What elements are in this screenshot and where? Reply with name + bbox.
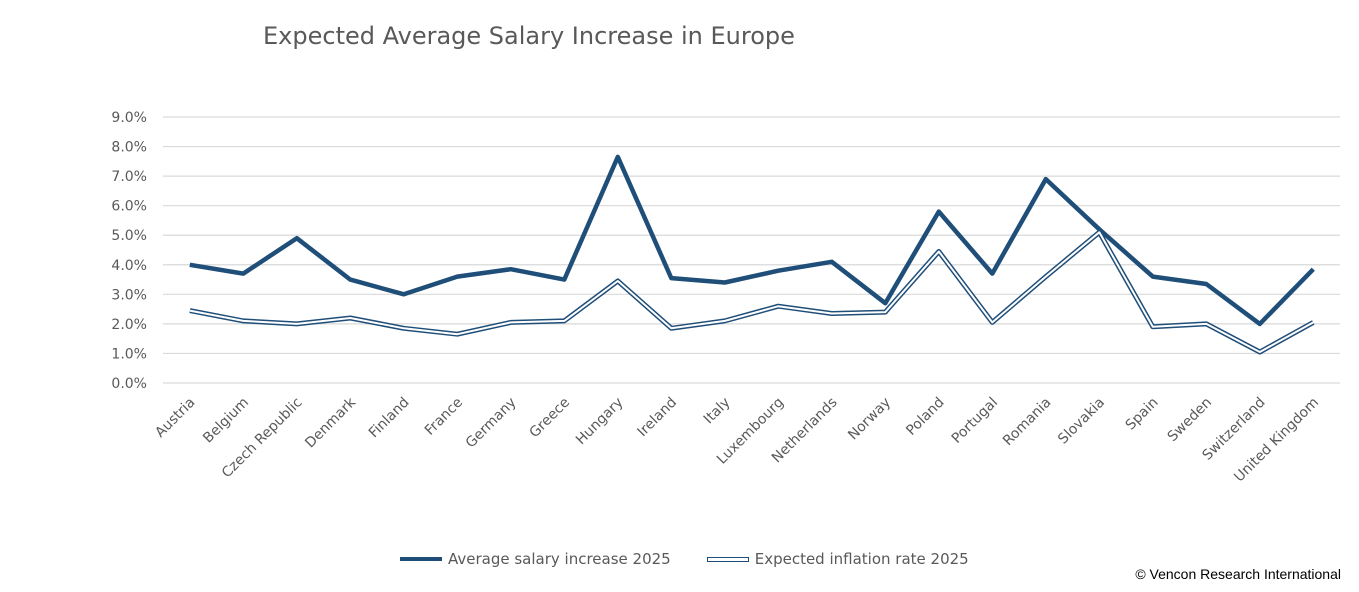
data-point (616, 155, 620, 159)
x-tick-label: France (422, 395, 466, 439)
y-tick-label: 1.0% (111, 346, 147, 362)
data-point (1044, 177, 1048, 181)
chart-title: Expected Average Salary Increase in Euro… (263, 22, 795, 50)
data-point (1097, 230, 1101, 234)
x-tick-label: Denmark (302, 394, 359, 451)
data-point (616, 279, 620, 283)
legend-item-inflation: Expected inflation rate 2025 (706, 550, 969, 568)
legend-item-salary: Average salary increase 2025 (400, 550, 671, 568)
data-point (1204, 282, 1208, 286)
series-line-outer (189, 229, 1315, 355)
series-inflation-rate (188, 229, 1315, 355)
x-tick-label: Hungary (573, 395, 627, 449)
legend-swatch-inflation (706, 556, 749, 562)
data-point (509, 267, 513, 271)
series-line-inner (189, 231, 1314, 353)
y-tick-label: 6.0% (111, 199, 147, 215)
y-tick-label: 7.0% (111, 169, 147, 185)
x-tick-label: Norway (845, 395, 894, 444)
y-tick-label: 4.0% (111, 258, 147, 274)
data-point (455, 332, 459, 336)
data-point (295, 322, 299, 326)
data-point (562, 278, 566, 282)
data-point (937, 210, 941, 214)
legend-swatch-salary (400, 557, 442, 561)
x-tick-label: Sweden (1165, 395, 1215, 445)
series-salary-increase (188, 154, 1315, 327)
data-point (937, 249, 941, 253)
series-line (189, 154, 1315, 327)
data-point (1044, 275, 1048, 279)
legend-label-inflation: Expected inflation rate 2025 (754, 550, 969, 568)
x-tick-label: Portugal (949, 395, 1001, 447)
series-lines (188, 154, 1315, 355)
x-tick-label: Poland (903, 395, 947, 439)
x-tick-label: Slovakia (1055, 395, 1108, 448)
x-tick-label: Austria (152, 395, 198, 441)
data-point (883, 301, 887, 305)
data-point (723, 319, 727, 323)
y-tick-label: 9.0% (111, 110, 147, 126)
x-tick-label: Romania (1000, 395, 1055, 450)
y-tick-label: 0.0% (111, 376, 147, 392)
y-axis-ticks: 0.0% 1.0% 2.0% 3.0% 4.0% 5.0% 6.0% 7.0% 8.0% 9.0% (111, 110, 147, 392)
data-point (402, 292, 406, 296)
data-point (455, 275, 459, 279)
y-tick-label: 8.0% (111, 140, 147, 156)
data-point (990, 320, 994, 324)
x-tick-label: Ireland (635, 395, 681, 441)
legend-label-salary: Average salary increase 2025 (448, 550, 671, 568)
x-tick-label: Finland (366, 395, 413, 442)
x-tick-label: Greece (527, 395, 574, 442)
data-point (348, 278, 352, 282)
data-point (188, 309, 192, 313)
data-point (1311, 267, 1315, 271)
data-point (1151, 275, 1155, 279)
x-tick-label: Italy (701, 395, 734, 428)
data-point (509, 320, 513, 324)
y-tick-label: 5.0% (111, 228, 147, 244)
data-point (776, 269, 780, 273)
y-tick-label: 2.0% (111, 317, 147, 333)
data-point (1258, 350, 1262, 354)
y-tick-label: 3.0% (111, 287, 147, 303)
data-point (241, 272, 245, 276)
data-point (1151, 325, 1155, 329)
data-point (348, 316, 352, 320)
gridlines (163, 116, 1340, 384)
data-point (830, 260, 834, 264)
data-point (562, 319, 566, 323)
x-tick-label: Germany (463, 395, 520, 452)
x-tick-label: Belgium (200, 395, 252, 447)
data-point (1311, 320, 1315, 324)
data-point (776, 304, 780, 308)
data-point (883, 310, 887, 314)
data-point (295, 236, 299, 240)
data-point (241, 319, 245, 323)
data-point (669, 276, 673, 280)
data-point (723, 281, 727, 285)
data-point (830, 312, 834, 316)
data-point (188, 263, 192, 267)
data-point (1204, 322, 1208, 326)
data-point (990, 272, 994, 276)
data-point (1258, 322, 1262, 326)
legend: Average salary increase 2025 Expected in… (400, 550, 969, 568)
data-point (402, 326, 406, 330)
data-point (669, 326, 673, 330)
copyright-credit: © Vencon Research International (1135, 566, 1341, 582)
x-tick-label: Spain (1123, 395, 1162, 434)
